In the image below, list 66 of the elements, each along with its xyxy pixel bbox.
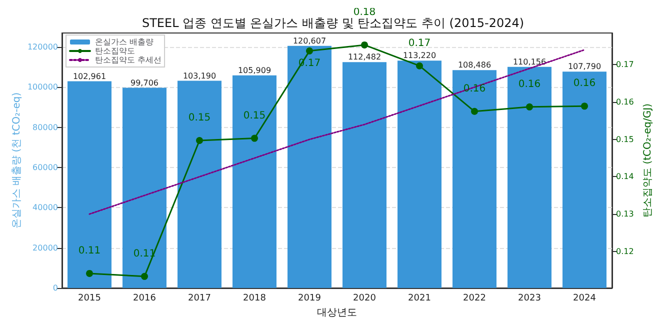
y2-tick-label: 0.15 [616, 134, 634, 144]
point [526, 103, 533, 110]
bar [178, 80, 222, 288]
y2-tick-label: 0.17 [616, 60, 634, 70]
data-label: 113,220 [402, 51, 436, 60]
y-axis-title: 온실가스 배출량 (천 tCO₂-eq) [12, 92, 22, 229]
bar [122, 88, 166, 288]
bar [398, 60, 442, 288]
y-tick-label: 60000 [32, 163, 58, 172]
data-label: 112,482 [348, 52, 382, 62]
data-label: 0.11 [78, 245, 101, 256]
bar [452, 70, 496, 288]
y-tick-label: 40000 [32, 203, 58, 212]
y-tick-label: 0 [52, 284, 58, 292]
y-tick-label: 80000 [32, 122, 58, 132]
x-tick-label: 2022 [463, 294, 486, 304]
x-tick-label: 2023 [518, 294, 541, 304]
legend-label: 탄소집약도 추세선 [95, 56, 162, 64]
x-tick-label: 2017 [188, 294, 211, 304]
x-axis-title: 대상년도 [317, 307, 357, 318]
data-label: 0.16 [573, 78, 596, 90]
bar [232, 75, 276, 288]
y2-tick-label: 0.16 [616, 98, 634, 107]
data-label: 99,706 [130, 78, 158, 88]
bar [508, 66, 552, 288]
point [141, 272, 148, 280]
legend-label: 온실가스 배출량 [95, 38, 154, 46]
y-tick-label: 20000 [32, 243, 58, 252]
point [581, 102, 588, 110]
point [86, 270, 93, 277]
point [361, 41, 368, 48]
data-label: 103,190 [182, 71, 216, 80]
point [251, 134, 258, 142]
x-tick-label: 2020 [353, 294, 376, 304]
data-label: 0.15 [188, 112, 211, 124]
data-label: 107,790 [568, 62, 602, 72]
data-label: 0.15 [243, 110, 266, 122]
chart-title: STEEL 업종 연도별 온실가스 배출량 및 탄소집약도 추이 (2015-2024) [142, 16, 524, 30]
bar [562, 72, 606, 288]
data-label: 120,607 [292, 36, 326, 46]
point [306, 47, 313, 54]
data-label: 0.16 [518, 78, 541, 90]
data-label: 0.17 [408, 38, 431, 49]
data-label: 108,486 [458, 60, 492, 70]
bar [288, 46, 332, 288]
x-tick-label: 2019 [298, 294, 322, 304]
y2-tick-label: 0.14 [616, 172, 634, 182]
y2-tick-label: 0.13 [616, 210, 634, 219]
legend-label: 탄소집약도 [95, 46, 135, 56]
x-tick-label: 2015 [78, 294, 101, 304]
bar [68, 81, 112, 288]
data-label: 105,909 [238, 66, 272, 75]
data-label: 102,961 [72, 72, 106, 81]
y-tick-label: 120000 [27, 42, 58, 52]
x-tick-label: 2021 [408, 294, 431, 304]
x-tick-label: 2024 [573, 294, 596, 304]
point [471, 108, 478, 115]
y2-tick-label: 0.12 [616, 246, 634, 256]
point [196, 137, 203, 144]
x-tick-label: 2016 [133, 294, 156, 304]
bar [342, 62, 386, 288]
x-tick-label: 2018 [243, 294, 266, 304]
y-tick-label: 100000 [27, 82, 58, 92]
y2-axis-title: 탄소집약도 (tCO₂-eq/GJ) [642, 103, 654, 218]
data-label: 110,156 [512, 57, 546, 66]
point [416, 62, 423, 70]
